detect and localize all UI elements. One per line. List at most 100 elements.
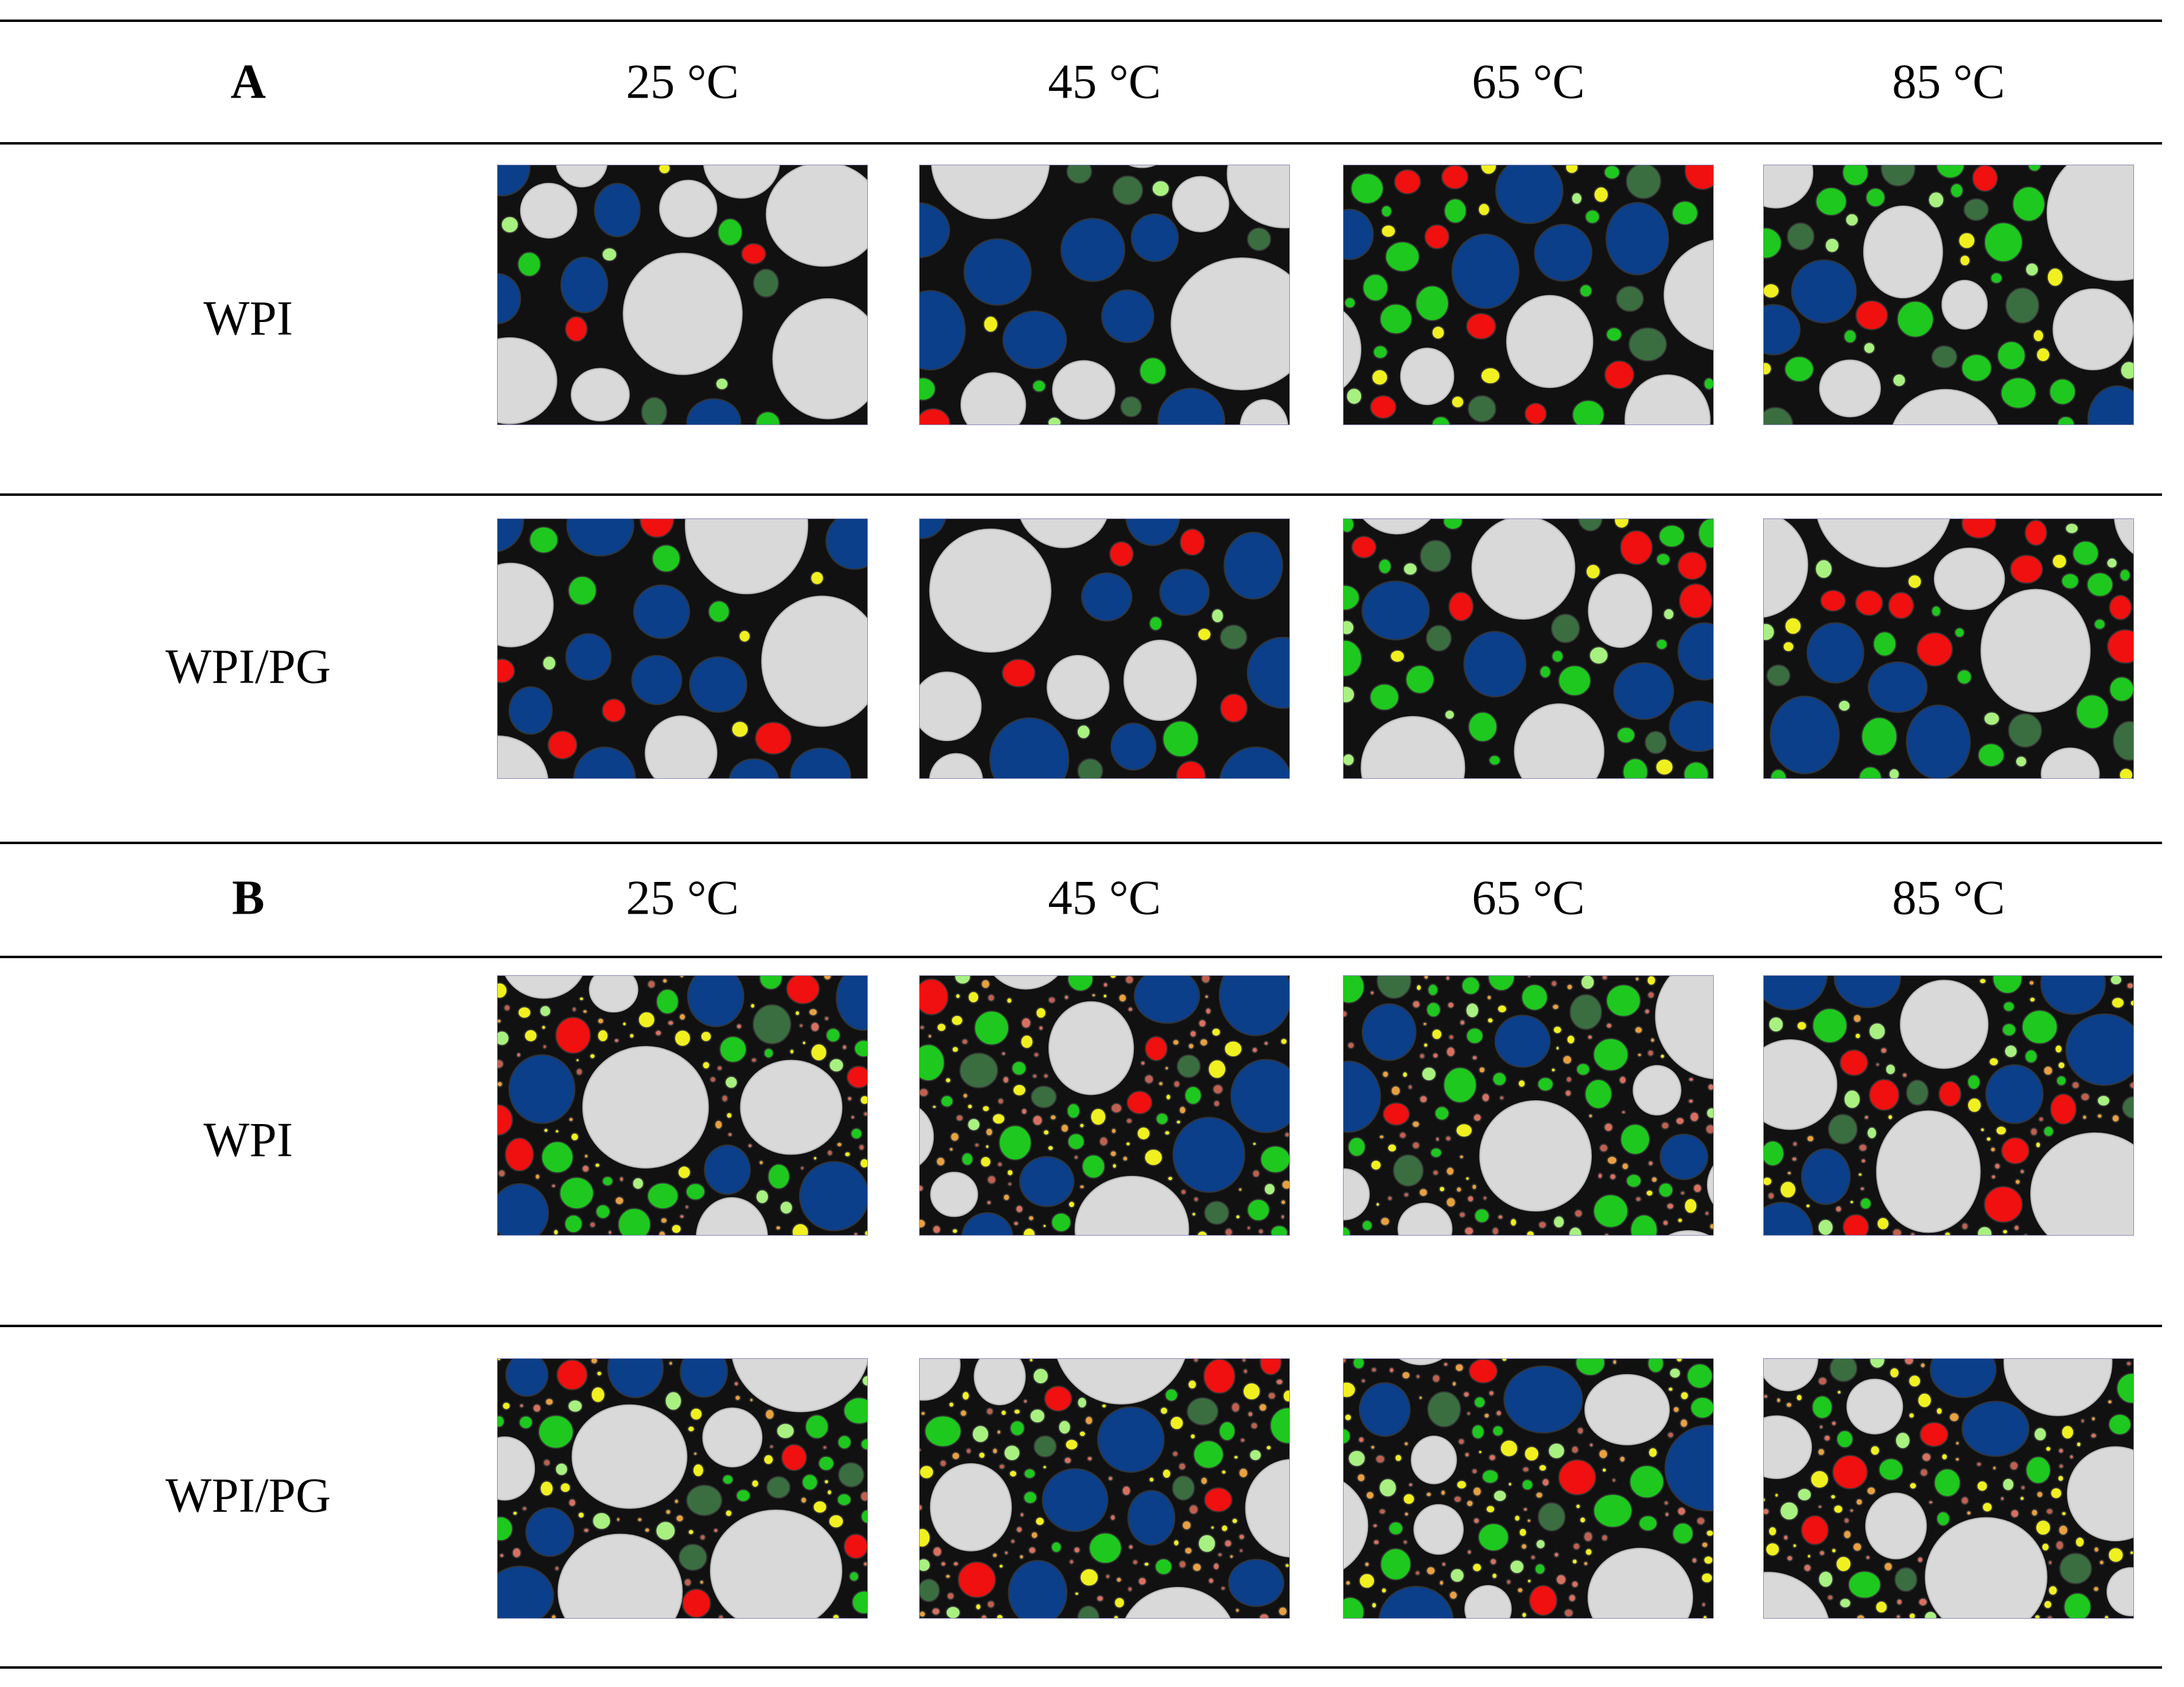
column-header: 65 °C bbox=[1472, 55, 1584, 109]
tiny-bubble bbox=[521, 1506, 528, 1511]
colored-bubble bbox=[1443, 1067, 1477, 1103]
row-label: WPI/PG bbox=[165, 1469, 331, 1522]
tiny-bubble bbox=[1803, 1563, 1812, 1572]
tiny-bubble bbox=[985, 1127, 994, 1137]
tiny-bubble bbox=[1823, 1434, 1831, 1442]
row-label: WPI bbox=[204, 1113, 293, 1167]
tiny-bubble bbox=[1213, 1100, 1220, 1108]
colored-bubble bbox=[2024, 519, 2047, 546]
tiny-bubble bbox=[1482, 1195, 1488, 1201]
blue-bubble bbox=[497, 1436, 535, 1501]
colored-bubble bbox=[1630, 1214, 1658, 1236]
blue-bubble bbox=[1343, 209, 1374, 260]
colored-bubble bbox=[1572, 399, 1605, 425]
tiny-bubble bbox=[2111, 1114, 2120, 1123]
colored-bubble bbox=[1869, 1078, 1900, 1111]
tiny-bubble bbox=[1566, 1034, 1576, 1045]
tiny-bubble bbox=[1791, 1156, 1798, 1162]
tiny-bubble bbox=[1473, 1517, 1480, 1525]
small-bubble bbox=[1950, 182, 1964, 198]
tiny-bubble bbox=[1908, 1481, 1917, 1490]
tiny-bubble bbox=[1246, 1225, 1251, 1231]
tiny-bubble bbox=[1944, 1231, 1952, 1236]
small-bubble bbox=[1763, 623, 1775, 642]
small-bubble bbox=[2096, 1094, 2111, 1107]
tiny-bubble bbox=[1704, 1210, 1710, 1216]
blue-bubble bbox=[525, 1507, 575, 1557]
micrograph bbox=[1343, 975, 1714, 1236]
small-bubble bbox=[1011, 1061, 1027, 1076]
gray-bubble bbox=[993, 975, 1059, 990]
gray-bubble bbox=[1876, 1110, 1981, 1233]
tiny-bubble bbox=[1241, 1358, 1247, 1363]
tiny-bubble bbox=[826, 1149, 833, 1156]
small-bubble bbox=[1051, 1212, 1072, 1233]
tiny-bubble bbox=[1552, 1025, 1563, 1034]
small-bubble bbox=[1465, 1002, 1480, 1019]
small-bubble bbox=[2118, 767, 2134, 779]
tiny-bubble bbox=[945, 1076, 952, 1084]
micrograph bbox=[1763, 975, 2134, 1236]
tiny-bubble bbox=[997, 1161, 1003, 1167]
tiny-bubble bbox=[2014, 1178, 2021, 1186]
tiny-bubble bbox=[662, 978, 668, 984]
tiny-bubble bbox=[1102, 981, 1109, 988]
tiny-bubble bbox=[1454, 1363, 1464, 1372]
small-bubble bbox=[1683, 1197, 1698, 1214]
small-bubble bbox=[1347, 1449, 1366, 1467]
tiny-bubble bbox=[1234, 1607, 1241, 1613]
tiny-bubble bbox=[736, 1023, 743, 1030]
tiny-bubble bbox=[1419, 1095, 1428, 1104]
tiny-bubble bbox=[1137, 1577, 1147, 1586]
tiny-bubble bbox=[1275, 1378, 1284, 1386]
gray-bubble bbox=[557, 1533, 683, 1619]
tiny-bubble bbox=[1164, 1066, 1169, 1071]
small-bubble bbox=[1824, 237, 1840, 254]
tiny-bubble bbox=[1705, 1529, 1714, 1538]
small-bubble bbox=[1860, 1197, 1872, 1210]
tiny-bubble bbox=[1078, 1430, 1087, 1438]
tiny-bubble bbox=[1403, 1191, 1409, 1198]
blue-bubble bbox=[570, 368, 630, 421]
colored-bubble bbox=[2000, 377, 2037, 409]
tiny-bubble bbox=[1650, 1176, 1658, 1183]
tiny-bubble bbox=[1917, 1597, 1928, 1607]
tiny-bubble bbox=[1445, 975, 1451, 981]
tiny-bubble bbox=[550, 1614, 557, 1619]
tiny-bubble bbox=[1442, 1361, 1449, 1367]
small-bubble bbox=[1888, 768, 1900, 779]
tiny-bubble bbox=[1774, 1492, 1780, 1498]
tiny-bubble bbox=[1178, 1560, 1187, 1569]
small-bubble bbox=[1499, 1439, 1519, 1458]
tiny-bubble bbox=[951, 1228, 959, 1234]
tiny-bubble bbox=[727, 1131, 733, 1137]
tiny-bubble bbox=[1497, 1214, 1504, 1220]
small-bubble bbox=[1032, 379, 1047, 393]
gray-bubble bbox=[1588, 1547, 1694, 1619]
tiny-bubble bbox=[678, 1012, 687, 1021]
colored-bubble bbox=[837, 1462, 865, 1488]
tiny-bubble bbox=[1819, 1424, 1824, 1430]
tiny-bubble bbox=[859, 1491, 868, 1502]
small-bubble bbox=[1003, 1444, 1021, 1462]
colored-bubble bbox=[741, 243, 767, 265]
colored-bubble bbox=[759, 975, 783, 990]
tiny-bubble bbox=[2010, 1508, 2020, 1519]
colored-bubble bbox=[804, 1414, 829, 1439]
gray-bubble bbox=[1362, 518, 1431, 535]
small-bubble bbox=[1983, 711, 2000, 726]
tiny-bubble bbox=[1178, 1462, 1187, 1471]
tiny-bubble bbox=[671, 1223, 682, 1234]
tiny-bubble bbox=[1994, 1162, 2001, 1170]
small-bubble bbox=[992, 1112, 1006, 1125]
small-bubble bbox=[1358, 1572, 1376, 1589]
blue-bubble bbox=[497, 1566, 554, 1619]
colored-bubble bbox=[1203, 1358, 1236, 1394]
tiny-bubble bbox=[2019, 1169, 2025, 1175]
colored-bubble bbox=[753, 268, 779, 298]
tiny-bubble bbox=[1527, 1578, 1532, 1584]
blue-bubble bbox=[702, 1407, 763, 1467]
small-bubble bbox=[763, 1047, 775, 1059]
tiny-bubble bbox=[1079, 1184, 1085, 1190]
tiny-bubble bbox=[1060, 1123, 1070, 1133]
